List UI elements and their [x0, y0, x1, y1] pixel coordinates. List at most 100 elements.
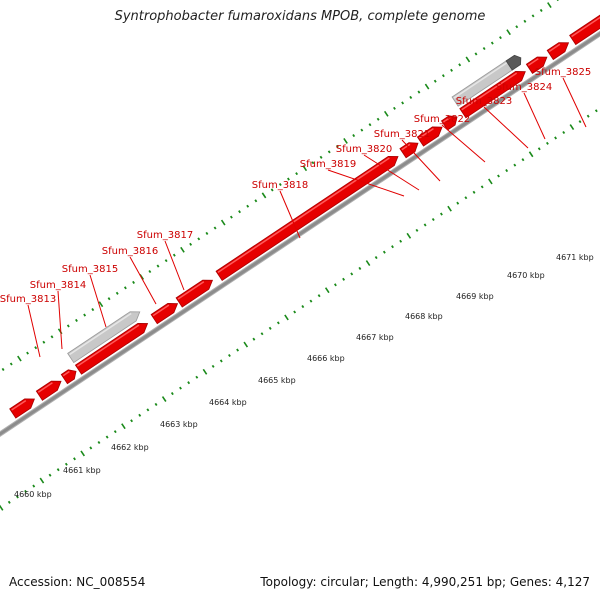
- scale-tick-label: 4661 kbp: [63, 466, 101, 475]
- outer-tick-mark: [9, 362, 13, 366]
- inner-tick-mark: [0, 504, 4, 511]
- inner-tick-mark: [439, 212, 443, 216]
- outer-tick-mark: [433, 79, 437, 83]
- inner-tick-mark: [431, 217, 435, 222]
- inner-tick-mark: [64, 462, 68, 466]
- gene-leader-line: [562, 77, 587, 128]
- outer-tick-mark: [246, 204, 250, 208]
- inner-tick-mark: [48, 473, 52, 477]
- inner-tick-mark: [324, 287, 330, 294]
- gene-leader-line: [401, 139, 441, 182]
- outer-tick-mark: [335, 144, 339, 148]
- outer-tick-mark: [254, 199, 258, 203]
- outer-tick-mark: [83, 313, 87, 317]
- outer-tick-mark: [287, 177, 290, 181]
- outer-tick-mark: [490, 41, 494, 45]
- gene-arrow: [175, 279, 214, 308]
- scale-tick-label: 4669 kbp: [456, 292, 494, 301]
- gene-arrow: [459, 71, 526, 119]
- outer-tick-mark: [220, 219, 226, 226]
- inner-tick-mark: [488, 178, 493, 185]
- inner-tick-mark: [39, 477, 45, 484]
- inner-tick-mark: [146, 408, 150, 412]
- inner-tick-mark: [80, 450, 85, 457]
- inner-tick-mark: [333, 283, 337, 287]
- inner-tick-mark: [105, 435, 109, 439]
- inner-tick-mark: [382, 250, 386, 254]
- outer-tick-mark: [197, 237, 201, 241]
- inner-tick-mark: [7, 500, 11, 504]
- gene-leader-line: [129, 256, 157, 305]
- gene-highlight: [418, 127, 434, 139]
- inner-tick-mark: [569, 124, 575, 130]
- outer-tick-mark: [458, 63, 462, 67]
- inner-tick-mark: [554, 136, 558, 140]
- inner-tick-mark: [187, 381, 191, 385]
- scale-tick-label: 4664 kbp: [209, 398, 247, 407]
- gene-arrow: [525, 56, 548, 74]
- outer-tick-mark: [409, 95, 413, 100]
- inner-tick-mark: [97, 440, 101, 445]
- inner-tick-mark: [374, 256, 378, 260]
- gene-leader-line: [164, 240, 185, 291]
- inner-tick-mark: [309, 299, 313, 303]
- gene-leader-line: [523, 92, 546, 140]
- inner-tick-mark: [56, 468, 60, 472]
- outer-tick-mark: [123, 286, 127, 290]
- inner-tick-mark: [161, 396, 167, 402]
- inner-tick-mark: [578, 120, 582, 124]
- outer-tick-mark: [499, 36, 502, 40]
- accession-text: Accession: NC_008554: [9, 575, 146, 589]
- outer-tick-mark: [441, 74, 445, 78]
- inner-tick-mark: [252, 337, 256, 341]
- gene-arrow: [440, 115, 458, 131]
- gene-leader-line: [483, 106, 529, 149]
- outer-tick-mark: [238, 210, 241, 214]
- gene-leader-line: [27, 304, 41, 358]
- outer-tick-mark: [189, 242, 193, 246]
- gene-highlight: [62, 370, 70, 377]
- scale-tick-label: 4663 kbp: [160, 420, 198, 429]
- outer-tick-mark: [506, 29, 511, 36]
- gene-highlight: [69, 312, 132, 356]
- outer-tick-mark: [98, 301, 104, 308]
- scale-tick-label: 4662 kbp: [111, 443, 149, 452]
- scale-tick-label: 4668 kbp: [405, 312, 443, 321]
- outer-tick-mark: [556, 0, 559, 2]
- outer-tick-mark: [376, 117, 380, 121]
- map-title: Syntrophobacter fumaroxidans MPOB, compl…: [114, 9, 486, 24]
- outer-tick-mark: [482, 46, 486, 51]
- inner-tick-mark: [243, 341, 249, 348]
- outer-tick-mark: [156, 264, 160, 268]
- inner-tick-mark: [317, 294, 321, 298]
- scale-tick-label: 4671 kbp: [556, 253, 594, 262]
- gene-arrow: [416, 126, 443, 147]
- gene-track: [0, 14, 600, 423]
- outer-tick-mark: [515, 25, 519, 29]
- outer-tick-mark: [66, 324, 70, 328]
- inner-tick-mark: [586, 114, 590, 118]
- gene-highlight: [527, 58, 539, 66]
- inner-tick-mark: [447, 205, 452, 212]
- outer-tick-mark: [180, 246, 185, 253]
- inner-tick-mark: [219, 359, 223, 363]
- outer-tick-mark: [26, 351, 29, 355]
- outer-tick-mark: [148, 269, 152, 274]
- gene-leader-line: [89, 274, 107, 328]
- inner-tick-mark: [170, 392, 174, 396]
- inner-tick-ring: [0, 109, 598, 511]
- scale-tick-label: 4660 kbp: [14, 490, 52, 499]
- outer-tick-mark: [465, 56, 471, 63]
- outer-tick-mark: [172, 253, 176, 257]
- gene-label: Sfum_3819: [300, 159, 356, 170]
- inner-tick-mark: [480, 185, 484, 189]
- inner-tick-mark: [293, 310, 297, 314]
- outer-tick-mark: [401, 101, 405, 105]
- inner-tick-mark: [227, 353, 231, 358]
- gene-highlight: [548, 43, 561, 53]
- inner-tick-mark: [505, 169, 509, 173]
- outer-tick-mark: [107, 297, 111, 301]
- outer-tick-mark: [531, 14, 535, 18]
- inner-tick-mark: [342, 277, 346, 281]
- gene-label: Sfum_3821: [374, 129, 430, 140]
